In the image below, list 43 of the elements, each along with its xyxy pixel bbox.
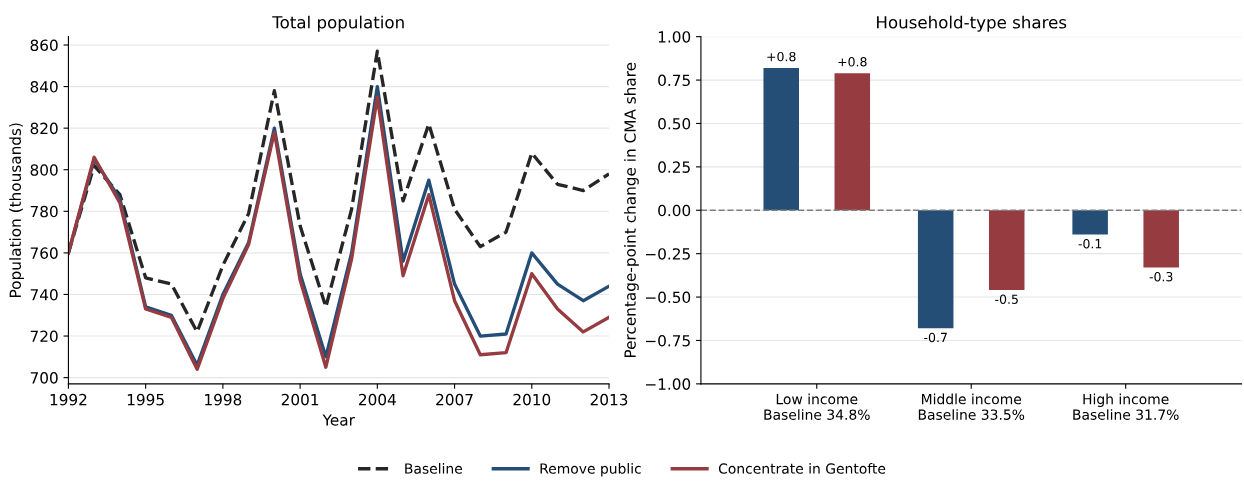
y-tick-label: 0.00 (658, 204, 691, 217)
y-axis-title: Percentage-point change in CMA share (624, 62, 639, 358)
x-tick-label: Middle income Baseline 33.5% (918, 393, 1025, 420)
x-tick-label: 2013 (590, 393, 628, 406)
legend-label: Remove public (540, 463, 641, 477)
data-label: -0.7 (924, 332, 947, 343)
x-tick-label: Low income Baseline 34.8% (764, 393, 870, 420)
y-tick-label: 840 (30, 81, 58, 93)
y-tick-label: 700 (30, 372, 58, 384)
x-tick-label: 1992 (50, 393, 87, 406)
x-tick-label: 2010 (513, 393, 551, 406)
x-tick-label: 1995 (127, 393, 164, 406)
x-tick-label: 1998 (205, 393, 242, 406)
y-tick-label: 760 (30, 247, 58, 259)
y-tick-label: 1.00 (658, 31, 691, 43)
data-label: -0.3 (1149, 271, 1173, 282)
x-tick-label: 2007 (436, 393, 473, 406)
y-tick-label: 0.50 (658, 117, 691, 130)
y-tick-label: 720 (30, 330, 58, 343)
y-tick-label: −0.50 (645, 291, 691, 304)
x-tick-label: 2004 (359, 393, 396, 406)
y-tick-label: 820 (30, 122, 58, 135)
y-tick-label: −0.75 (645, 334, 690, 347)
y-tick-label: 800 (30, 164, 58, 176)
data-label: -0.1 (1078, 238, 1102, 249)
chart-title: Household-type shares (877, 15, 1067, 32)
legend-label: Concentrate in Gentofte (718, 463, 886, 474)
x-axis-title: Year (322, 414, 355, 426)
legend-label: Baseline (405, 463, 463, 474)
y-tick-label: 860 (30, 39, 58, 52)
x-tick-label: 2001 (281, 393, 319, 406)
chart-title: Total population (272, 15, 404, 32)
y-tick-label: 0.25 (658, 161, 690, 173)
y-tick-label: 0.75 (658, 74, 690, 87)
data-label: -0.5 (995, 294, 1018, 304)
data-label: +0.8 (767, 51, 796, 62)
y-tick-label: −0.25 (645, 248, 690, 260)
y-axis-title: Population (thousands) (9, 123, 24, 297)
y-tick-label: 780 (30, 205, 58, 218)
data-label: +0.8 (838, 57, 867, 67)
y-tick-label: −1.00 (645, 378, 691, 390)
y-tick-label: 740 (30, 288, 58, 301)
x-tick-label: High income Baseline 31.7% (1073, 393, 1179, 420)
